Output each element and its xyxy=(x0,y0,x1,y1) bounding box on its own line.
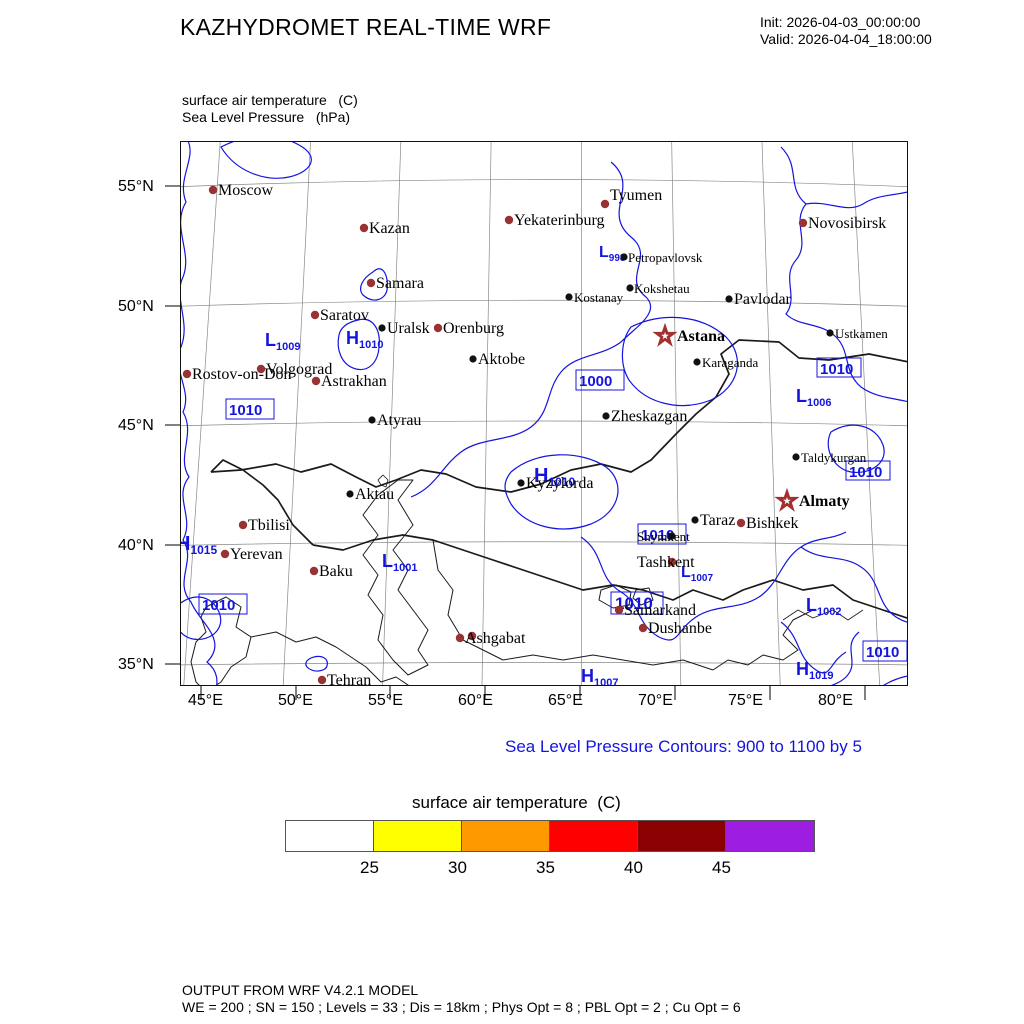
svg-text:Kazan: Kazan xyxy=(369,220,410,237)
svg-text:Aktau: Aktau xyxy=(355,486,394,503)
svg-text:Atyrau: Atyrau xyxy=(377,412,421,429)
svg-text:Dushanbe: Dushanbe xyxy=(648,620,712,637)
svg-text:Novosibirsk: Novosibirsk xyxy=(808,215,886,232)
svg-text:Orenburg: Orenburg xyxy=(443,320,504,337)
svg-text:Karaganda: Karaganda xyxy=(702,355,759,370)
svg-text:Ustkamen: Ustkamen xyxy=(835,326,888,341)
svg-text:H1019: H1019 xyxy=(796,659,833,682)
svg-text:H1015: H1015 xyxy=(181,533,217,557)
svg-text:L1009: L1009 xyxy=(265,330,300,353)
svg-text:Rostov-on-Don: Rostov-on-Don xyxy=(192,366,292,383)
svg-text:Samara: Samara xyxy=(376,275,424,292)
svg-text:L998: L998 xyxy=(599,244,626,264)
svg-text:1010: 1010 xyxy=(820,361,853,378)
svg-text:Tehran: Tehran xyxy=(327,672,371,685)
svg-text:L1001: L1001 xyxy=(382,551,417,574)
svg-text:Tashkent: Tashkent xyxy=(637,554,695,571)
svg-text:Kokshetau: Kokshetau xyxy=(634,281,690,296)
svg-text:1010: 1010 xyxy=(202,597,235,614)
svg-text:Kyzylorda: Kyzylorda xyxy=(526,475,594,492)
svg-text:Pavlodar: Pavlodar xyxy=(734,291,792,308)
svg-text:Moscow: Moscow xyxy=(218,182,274,199)
svg-text:Astana: Astana xyxy=(677,328,725,345)
svg-text:Tbilisi: Tbilisi xyxy=(248,517,290,534)
svg-text:L1006: L1006 xyxy=(796,386,831,409)
svg-text:Taraz: Taraz xyxy=(700,512,735,529)
svg-text:Samarkand: Samarkand xyxy=(624,602,696,619)
svg-text:Ashgabat: Ashgabat xyxy=(465,630,526,647)
svg-text:Saratov: Saratov xyxy=(320,307,369,324)
svg-text:1010: 1010 xyxy=(849,464,882,481)
svg-text:Baku: Baku xyxy=(319,563,353,580)
svg-text:Tyumen: Tyumen xyxy=(610,187,662,204)
svg-text:Astrakhan: Astrakhan xyxy=(321,373,387,390)
svg-text:Zheskazgan: Zheskazgan xyxy=(611,408,687,425)
svg-text:1010: 1010 xyxy=(866,644,899,661)
svg-text:Yerevan: Yerevan xyxy=(230,546,283,563)
svg-text:H1007: H1007 xyxy=(581,666,618,685)
svg-text:Uralsk: Uralsk xyxy=(387,320,430,337)
svg-text:Petropavlovsk: Petropavlovsk xyxy=(628,250,703,265)
svg-text:Shymkent: Shymkent xyxy=(637,529,690,544)
svg-text:Bishkek: Bishkek xyxy=(746,515,798,532)
svg-text:Aktobe: Aktobe xyxy=(478,351,525,368)
svg-text:Taldykurgan: Taldykurgan xyxy=(801,450,867,465)
svg-text:Almaty: Almaty xyxy=(799,493,850,510)
svg-text:1010: 1010 xyxy=(229,402,262,419)
svg-text:Yekaterinburg: Yekaterinburg xyxy=(514,212,605,229)
svg-text:L1002: L1002 xyxy=(806,595,841,618)
svg-text:Kostanay: Kostanay xyxy=(574,290,624,305)
svg-text:1000: 1000 xyxy=(579,373,612,390)
